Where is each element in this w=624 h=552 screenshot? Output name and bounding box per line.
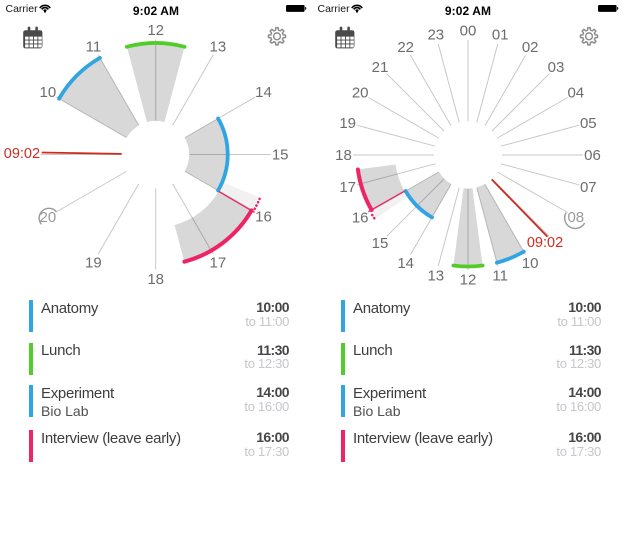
svg-text:17: 17 xyxy=(339,179,356,196)
svg-text:00: 00 xyxy=(460,23,477,40)
svg-text:13: 13 xyxy=(427,267,444,284)
svg-text:07: 07 xyxy=(580,179,597,196)
svg-text:20: 20 xyxy=(352,85,369,102)
svg-text:16: 16 xyxy=(255,209,272,226)
svg-text:02: 02 xyxy=(522,39,539,56)
svg-text:16: 16 xyxy=(352,209,369,226)
svg-text:15: 15 xyxy=(272,147,289,164)
svg-text:04: 04 xyxy=(567,85,584,102)
svg-text:06: 06 xyxy=(584,147,601,164)
svg-text:14: 14 xyxy=(255,84,272,101)
svg-text:01: 01 xyxy=(492,27,509,44)
svg-text:09:02: 09:02 xyxy=(527,235,563,251)
svg-text:10: 10 xyxy=(522,255,539,272)
svg-text:10: 10 xyxy=(40,84,57,101)
svg-text:12: 12 xyxy=(147,22,164,39)
svg-text:09:02: 09:02 xyxy=(4,146,40,162)
svg-text:12: 12 xyxy=(460,272,477,289)
svg-text:21: 21 xyxy=(372,59,389,76)
svg-text:11: 11 xyxy=(492,267,508,284)
svg-text:17: 17 xyxy=(210,254,227,271)
svg-text:19: 19 xyxy=(339,115,356,132)
svg-text:08: 08 xyxy=(567,209,584,226)
svg-text:22: 22 xyxy=(397,39,414,56)
svg-text:23: 23 xyxy=(427,27,444,44)
svg-text:20: 20 xyxy=(40,209,57,226)
svg-text:11: 11 xyxy=(86,39,102,56)
svg-text:03: 03 xyxy=(548,59,565,76)
svg-text:15: 15 xyxy=(372,235,389,252)
svg-text:13: 13 xyxy=(210,39,227,56)
svg-text:18: 18 xyxy=(147,271,164,288)
svg-text:05: 05 xyxy=(580,115,597,132)
svg-text:19: 19 xyxy=(85,254,102,271)
svg-text:14: 14 xyxy=(397,255,414,272)
svg-text:18: 18 xyxy=(335,147,352,164)
